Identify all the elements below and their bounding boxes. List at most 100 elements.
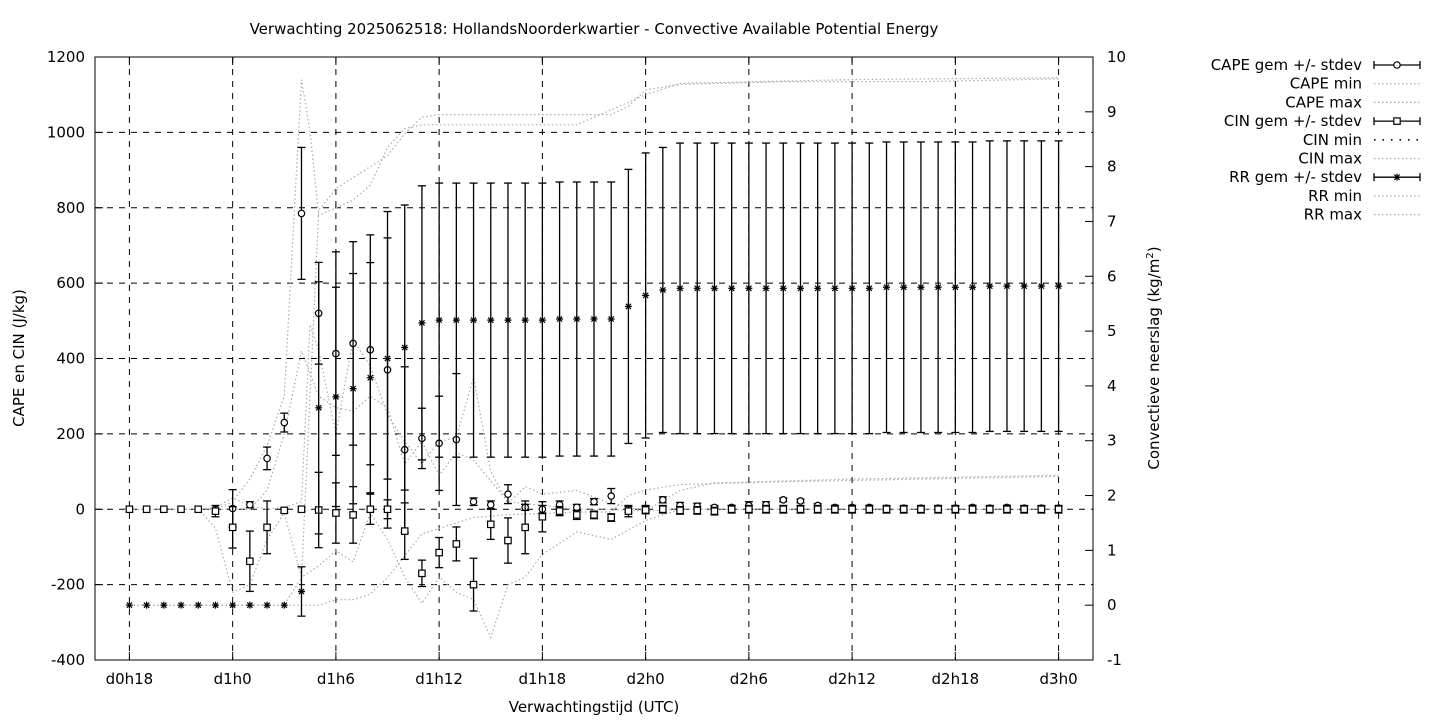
data-point (796, 505, 805, 514)
data-point (607, 315, 615, 323)
y-axis-right-label: Convectieve neerslag (kg/m2) (1145, 246, 1163, 469)
data-point (590, 511, 598, 519)
data-point (779, 496, 788, 504)
y-left-tick-label: 1000 (47, 123, 85, 141)
y-left-tick-label: 200 (56, 425, 85, 443)
legend-label: CIN max (1298, 150, 1362, 168)
data-point (1037, 282, 1045, 290)
envelopes (129, 77, 1059, 640)
x-tick-label: d1h12 (415, 670, 463, 688)
data-point (951, 283, 959, 291)
data-point (951, 505, 960, 514)
y-right-tick-label: 2 (1107, 487, 1117, 505)
data-point (572, 503, 581, 512)
data-point (400, 527, 409, 535)
y-right-tick-label: 5 (1107, 322, 1117, 340)
data-point (676, 506, 684, 515)
axes: d0h18 d1h0 d1h6 d1h12 d1h18 d2h0 d2h6 d2h12 d2h1… (47, 48, 1126, 688)
data-point (332, 509, 340, 517)
data-point (160, 601, 168, 609)
data-point (728, 284, 736, 292)
data-point (727, 505, 736, 514)
envelope-rr-max (129, 78, 1059, 606)
data-point (177, 601, 185, 609)
data-point (332, 393, 340, 401)
x-tick-label: d2h18 (932, 670, 980, 688)
data-point (297, 209, 306, 218)
y-left-tick-label: -400 (51, 651, 85, 669)
data-point (693, 506, 702, 515)
data-point (125, 505, 134, 514)
data-point (762, 284, 770, 292)
data-point (1003, 282, 1011, 290)
data-point (796, 284, 804, 292)
y-right-tick-label: 7 (1107, 212, 1117, 230)
data-point (985, 505, 994, 514)
x-tick-label: d1h0 (214, 670, 252, 688)
data-point (607, 513, 616, 522)
y-left-tick-label: 0 (75, 500, 85, 518)
series-star (125, 140, 1063, 617)
data-point (969, 283, 977, 291)
y-right-tick-label: 9 (1107, 103, 1117, 121)
envelope-rr-min (129, 475, 1059, 606)
data-point (917, 505, 925, 514)
data-point (263, 523, 271, 532)
data-point (917, 283, 925, 291)
data-point (521, 523, 529, 532)
data-point (504, 316, 512, 324)
data-point (573, 315, 581, 323)
data-point (366, 374, 374, 382)
y-left-tick-label: 1200 (47, 48, 85, 66)
data-point (590, 315, 598, 323)
y-axis-left-label: CAPE en CIN (J/kg) (10, 289, 28, 427)
data-point (607, 492, 616, 500)
y-left-tick-label: 400 (56, 350, 85, 368)
data-point (882, 505, 891, 514)
data-point (246, 557, 254, 566)
chart-title: Verwachting 2025062518: HollandsNoorderk… (250, 20, 939, 38)
data-point (228, 523, 237, 532)
envelope-cin-max (129, 324, 1059, 512)
data-point (246, 500, 254, 509)
data-point (315, 404, 323, 412)
data-point (486, 520, 495, 529)
data-point (899, 505, 908, 514)
data-point (796, 497, 805, 505)
y-right-tick-label: 0 (1107, 596, 1117, 614)
series (125, 140, 1063, 617)
legend-label: CIN min (1303, 131, 1362, 149)
y-right-tick-label: 10 (1107, 48, 1126, 66)
data-point (469, 580, 478, 589)
data-point (934, 283, 942, 291)
data-point (435, 316, 443, 324)
data-point (366, 505, 375, 514)
legend-marker (1393, 61, 1401, 69)
data-point (831, 505, 839, 514)
y-right-tick-label: 8 (1107, 158, 1117, 176)
data-point (469, 497, 478, 506)
data-point (762, 505, 770, 514)
x-tick-label: d1h6 (317, 670, 355, 688)
y-right-tick-label: 4 (1107, 377, 1117, 395)
data-point (1054, 505, 1063, 514)
data-point (710, 284, 718, 292)
data-point (263, 454, 271, 463)
y-right-tick-label: 6 (1107, 267, 1117, 285)
y-axis-right-label-main: Convectieve neerslag (kg/m (1145, 259, 1163, 470)
x-tick-label: d2h12 (828, 670, 876, 688)
data-point (538, 316, 546, 324)
data-point (383, 505, 392, 514)
data-point (590, 497, 598, 506)
data-point (521, 316, 529, 324)
data-point (435, 548, 443, 557)
legend-label: RR gem +/- stdev (1229, 168, 1362, 186)
data-point (504, 490, 512, 498)
data-point (1020, 282, 1028, 290)
data-point (297, 505, 306, 514)
data-point (125, 601, 133, 609)
data-point (624, 302, 632, 310)
legend-marker (1393, 173, 1401, 181)
data-point (1020, 505, 1028, 514)
